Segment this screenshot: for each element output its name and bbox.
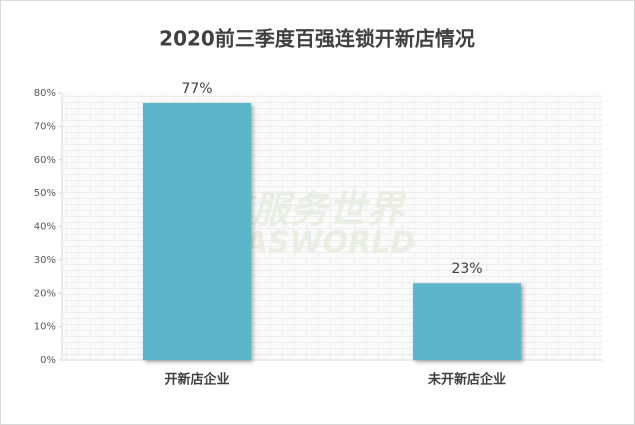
x-tick-label: 未开新店企业: [427, 372, 506, 388]
value-label: 23%: [451, 261, 482, 277]
bar: [413, 283, 521, 360]
watermark: ASWORLD: [243, 226, 416, 261]
y-tick-label: 40%: [34, 222, 56, 233]
y-tick-label: 50%: [34, 188, 56, 199]
y-tick-label: 10%: [34, 322, 56, 333]
y-tick-label: 30%: [34, 255, 56, 266]
chart-title: 2020前三季度百强连锁开新店情况: [159, 27, 475, 51]
y-tick-label: 0%: [40, 355, 56, 366]
x-tick-label: 开新店企业: [164, 372, 229, 388]
y-tick-label: 60%: [34, 155, 56, 166]
value-label: 77%: [181, 81, 212, 97]
y-tick-label: 70%: [34, 121, 56, 132]
y-tick-label: 80%: [34, 88, 56, 99]
bar: [143, 103, 251, 360]
y-tick-label: 20%: [34, 288, 56, 299]
